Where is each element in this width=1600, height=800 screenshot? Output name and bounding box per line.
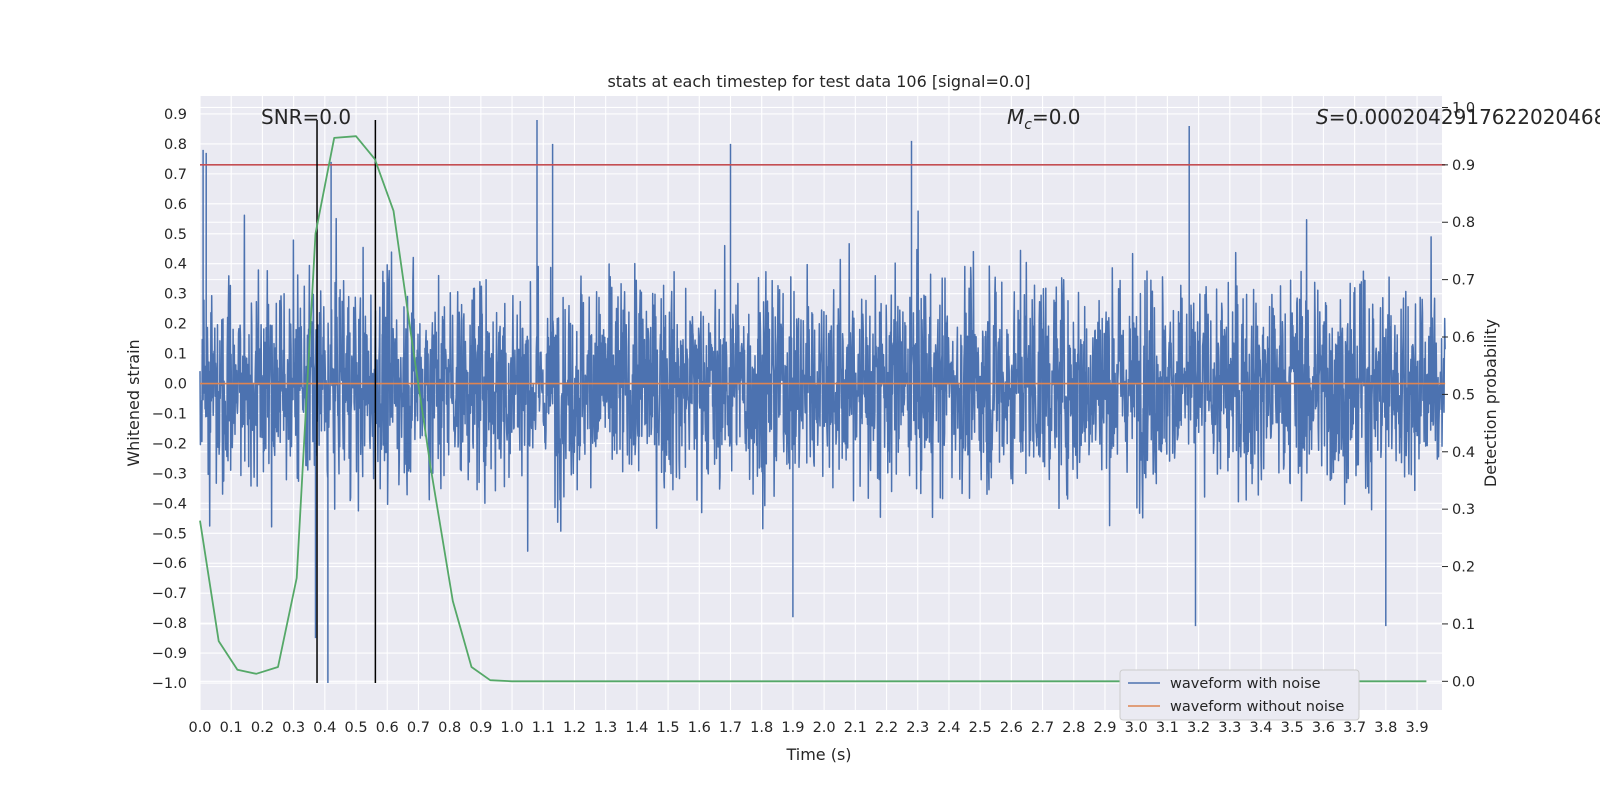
x-tick-label: 1.8: [750, 720, 773, 736]
x-tick-label: 1.3: [594, 720, 617, 736]
x-tick-label: 3.1: [1156, 720, 1179, 736]
y-tick-label: −0.2: [152, 436, 187, 452]
x-tick-label: 0.8: [438, 720, 461, 736]
y2-tick-label: 0.5: [1452, 387, 1475, 403]
x-tick-label: 1.9: [781, 720, 804, 736]
x-tick-label: 1.0: [501, 720, 524, 736]
y2-tick-label: 0.1: [1452, 617, 1475, 633]
x-tick-label: 0.0: [188, 720, 211, 736]
x-tick-label: 0.1: [220, 720, 243, 736]
x-tick-label: 3.3: [1218, 720, 1241, 736]
legend-label-clean: waveform without noise: [1170, 699, 1344, 715]
tick-labels: 0.0 0.1 0.2 0.3 0.4 0.5 0.6 0.7 0.8 0.9 1.0 1.1 1.2 1…: [152, 100, 1475, 736]
y-tick-label: −0.1: [152, 406, 187, 422]
y-tick-label: −0.9: [152, 646, 187, 662]
y-tick-label: 0.0: [164, 377, 187, 393]
y-tick-label: −0.7: [152, 586, 187, 602]
mc-symbol: M: [1007, 105, 1024, 129]
x-tick-label: 2.8: [1062, 720, 1085, 736]
mc-value: =0.0: [1032, 105, 1081, 129]
x-tick-label: 3.6: [1312, 720, 1335, 736]
x-tick-label: 3.8: [1374, 720, 1397, 736]
y2-tick-label: 0.0: [1452, 674, 1475, 690]
y-tick-label: −0.5: [152, 526, 187, 542]
overlay-lines: [199, 119, 1446, 684]
y-tick-label: 0.1: [164, 347, 187, 363]
y-tick-label: 0.8: [164, 137, 187, 153]
x-tick-label: 0.4: [313, 720, 336, 736]
x-tick-label: 1.6: [688, 720, 711, 736]
x-tick-label: 2.6: [1000, 720, 1023, 736]
x-tick-label: 3.0: [1125, 720, 1148, 736]
x-tick-label: 0.7: [407, 720, 430, 736]
detection-probability-line: [199, 135, 1427, 683]
y2-tick-label: 0.9: [1452, 158, 1475, 174]
y-tick-label: 0.6: [164, 197, 187, 213]
x-tick-label: 0.2: [251, 720, 274, 736]
chart-title: stats at each timestep for test data 106…: [607, 72, 1030, 91]
legend: waveform with noise waveform without noi…: [1119, 669, 1360, 721]
y-tick-label: 0.7: [164, 167, 187, 183]
x-tick-label: 2.9: [1093, 720, 1116, 736]
chirp-mass-annotation: Mc=0.0: [1007, 105, 1081, 133]
x-tick-label: 0.9: [469, 720, 492, 736]
y-tick-label: 0.9: [164, 107, 187, 123]
x-tick-label: 2.2: [875, 720, 898, 736]
x-tick-label: 1.2: [563, 720, 586, 736]
x-axis-label: Time (s): [785, 745, 851, 764]
x-tick-label: 1.5: [657, 720, 680, 736]
x-tick-label: 0.3: [282, 720, 305, 736]
y-tick-label: 0.5: [164, 227, 187, 243]
x-tick-label: 3.7: [1343, 720, 1366, 736]
y-tick-label: 0.2: [164, 317, 187, 333]
x-tick-label: 2.4: [937, 720, 960, 736]
y-axis-label: Whitened strain: [124, 339, 143, 466]
x-tick-label: 0.5: [344, 720, 367, 736]
x-tick-label: 1.1: [532, 720, 555, 736]
y-tick-label: −0.4: [152, 496, 187, 512]
y2-tick-label: 0.3: [1452, 502, 1475, 518]
noisy-waveform-line: [199, 120, 1446, 683]
x-tick-label: 3.5: [1281, 720, 1304, 736]
x-tick-label: 2.0: [813, 720, 836, 736]
x-tick-label: 1.7: [719, 720, 742, 736]
y-tick-label: −0.8: [152, 616, 187, 632]
y2-tick-label: 0.7: [1452, 273, 1475, 289]
x-tick-label: 3.9: [1406, 720, 1429, 736]
y-tick-label: 0.3: [164, 287, 187, 303]
x-tick-label: 2.5: [969, 720, 992, 736]
snr-annotation: SNR=0.0: [261, 105, 351, 129]
s-symbol: S: [1316, 105, 1329, 129]
legend-box: [1119, 669, 1360, 721]
y2-tick-label: 0.2: [1452, 560, 1475, 576]
x-tick-label: 2.1: [844, 720, 867, 736]
y-tick-label: −1.0: [152, 676, 187, 692]
y-tick-label: −0.6: [152, 556, 187, 572]
y-tick-label: 0.4: [164, 257, 187, 273]
y2-tick-label: 0.6: [1452, 330, 1475, 346]
y-tick-label: −0.3: [152, 466, 187, 482]
legend-label-noisy: waveform with noise: [1170, 676, 1321, 692]
y2-tick-label: 0.8: [1452, 215, 1475, 231]
x-tick-label: 0.6: [376, 720, 399, 736]
series-noisy-waveform: [199, 120, 1446, 683]
y2-tick-label: 1.0: [1452, 100, 1475, 116]
x-tick-label: 1.4: [625, 720, 648, 736]
y2-tick-label: 0.4: [1452, 445, 1475, 461]
s-value: =0.00020429176220204687: [1329, 105, 1600, 129]
mc-subscript: c: [1024, 117, 1032, 133]
x-tick-label: 3.2: [1187, 720, 1210, 736]
x-tick-label: 3.4: [1249, 720, 1272, 736]
x-tick-label: 2.3: [906, 720, 929, 736]
x-tick-label: 2.7: [1031, 720, 1054, 736]
s-annotation: S=0.00020429176220204687: [1316, 105, 1600, 129]
y2-axis-label: Detection probability: [1481, 319, 1500, 487]
